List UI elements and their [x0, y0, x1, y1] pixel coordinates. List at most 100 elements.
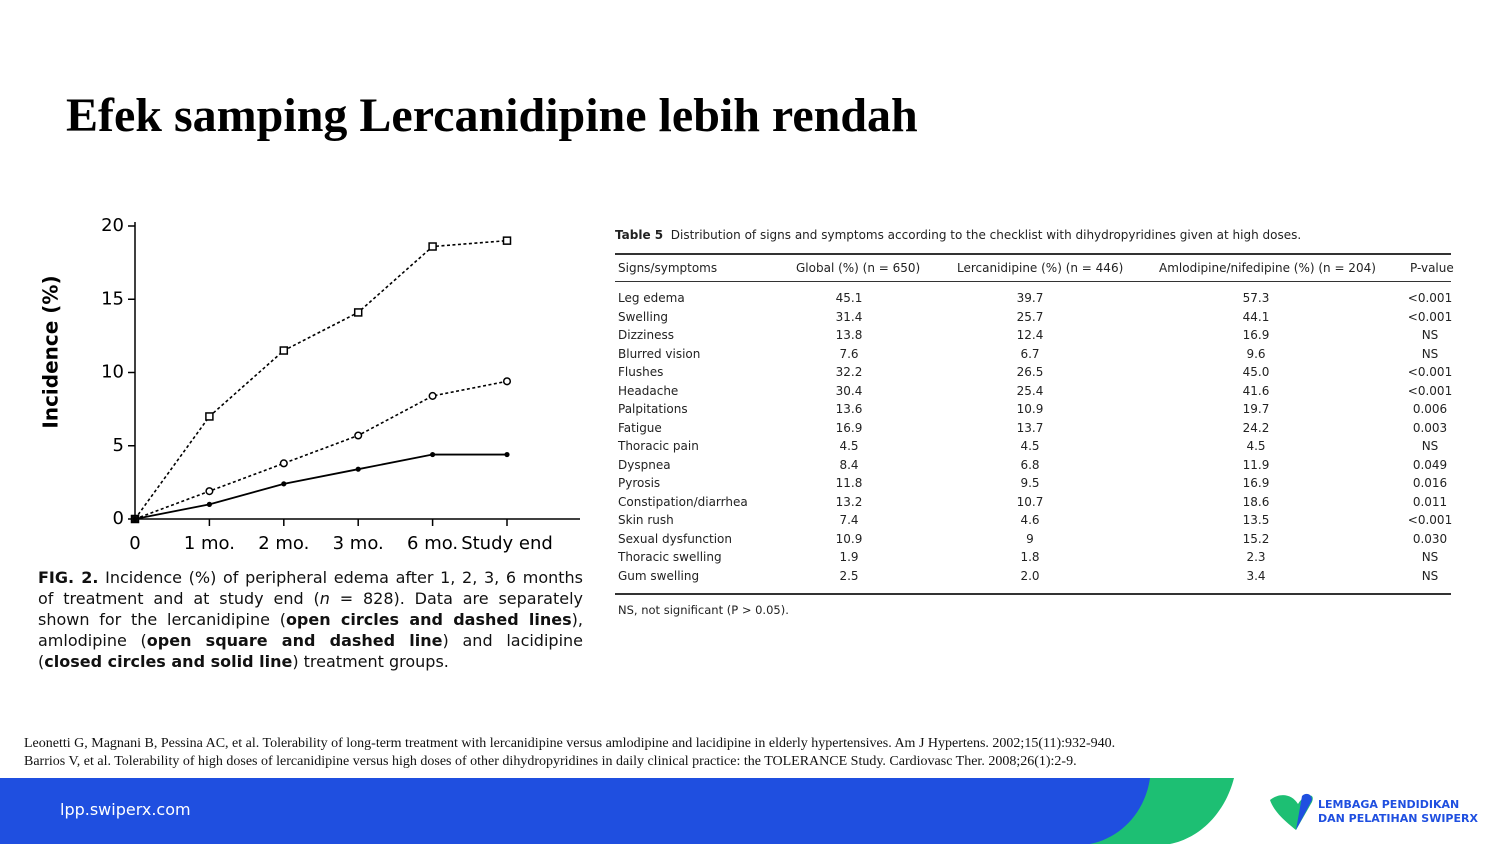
table-cell: 10.7 [1016, 494, 1044, 509]
table-header: Amlodipine/nifedipine (%) (n = 204) [1159, 261, 1376, 275]
marker [502, 377, 512, 386]
table-cell: 1.9 [839, 550, 859, 564]
marker [430, 451, 436, 458]
table-cell: 39.7 [1016, 291, 1044, 305]
table-cell: 4.5 [839, 439, 859, 453]
x-tick-label: 0 [129, 533, 140, 554]
table-cell: 8.4 [839, 457, 859, 472]
table-cell: 16.9 [1242, 476, 1270, 490]
table-cell: 13.8 [835, 328, 863, 342]
table-cell: 9 [1026, 531, 1034, 546]
marker [205, 487, 214, 496]
table-cell: <0.001 [1407, 365, 1453, 379]
y-tick-label: 5 [113, 435, 124, 456]
table-cell: 13.7 [1016, 420, 1044, 435]
series-line [134, 380, 508, 520]
table-cell: 0.006 [1412, 402, 1448, 416]
table-footnote: NS, not significant (P > 0.05). [618, 603, 789, 617]
table-cell: 4.6 [1020, 513, 1040, 527]
table-cell: 0.049 [1412, 457, 1448, 472]
series-line [134, 453, 507, 520]
table-cell: 2.3 [1246, 550, 1266, 564]
table-cell: Headache [618, 383, 679, 398]
table-cell: 13.5 [1242, 513, 1270, 527]
table-cell: Swelling [618, 309, 669, 324]
table-cell: 4.5 [1020, 439, 1040, 453]
y-axis-label: Incidence (%) [39, 275, 63, 428]
table-cell: 26.5 [1016, 365, 1044, 379]
rule [615, 281, 1451, 282]
footer-band [0, 778, 1313, 844]
logo-text: DAN PELATIHAN SWIPERX [1318, 812, 1478, 825]
table-cell: 7.4 [839, 513, 859, 527]
footer-bar [0, 778, 1150, 844]
x-tick-label: 6 mo. [407, 533, 458, 554]
footer-url: lpp.swiperx.com [60, 800, 191, 819]
table-cell: 41.6 [1242, 383, 1270, 398]
y-tick-label: 0 [113, 508, 124, 529]
table-header: Global (%) (n = 650) [796, 261, 921, 275]
table-cell: Thoracic swelling [618, 550, 722, 564]
table-cell: 16.9 [835, 420, 863, 435]
marker [502, 236, 512, 245]
marker [428, 391, 437, 400]
table-cell: NS [1421, 328, 1439, 342]
table-cell: 13.6 [835, 402, 863, 416]
x-tick-label: Study end [461, 533, 553, 554]
marker [132, 516, 138, 522]
table-header: Signs/symptoms [618, 261, 718, 275]
table-cell: 45.1 [835, 291, 863, 305]
table-cell: 6.8 [1020, 457, 1040, 472]
table-caption: Table 5 Distribution of signs and sympto… [615, 228, 1301, 242]
table-header: Lercanidipine (%) (n = 446) [957, 261, 1124, 275]
caption-part: Incidence (%) of peripheral edema after … [38, 568, 583, 608]
table-cell: 2.0 [1020, 568, 1040, 583]
table-cell: NS [1421, 568, 1439, 583]
table-cell: Leg edema [618, 291, 685, 305]
y-tick-label: 20 [101, 215, 124, 236]
table-cell: 30.4 [835, 383, 863, 398]
reference: Leonetti G, Magnani B, Pessina AC, et al… [24, 736, 1116, 751]
table: Table 5 Distribution of signs and sympto… [615, 226, 1454, 626]
chart: Incidence (%) 0 5 10 15 20 0 1 mo. 2 mo. 3 mo. 6 … [39, 215, 580, 554]
table-cell: 0.011 [1412, 494, 1448, 509]
table-caption-text: Distribution of signs and symptoms accor… [670, 228, 1302, 242]
table-cell: 45.0 [1242, 365, 1270, 379]
rule [615, 253, 1451, 255]
marker [281, 481, 287, 487]
table-cell: 25.4 [1016, 383, 1044, 398]
table-cell: 12.4 [1016, 328, 1044, 342]
caption-part: open circles and dashed lines [285, 610, 572, 629]
table-cell: Palpitations [618, 402, 688, 416]
table-header: P-value [1410, 261, 1454, 275]
marker [355, 466, 361, 472]
table-cell: 11.8 [835, 476, 863, 490]
table-cell: 4.5 [1246, 439, 1266, 453]
marker [279, 346, 289, 355]
table-cell: 10.9 [1016, 402, 1044, 416]
table-cell: 57.3 [1242, 291, 1270, 305]
table-cell: 18.6 [1242, 494, 1270, 509]
y-tick-label: 15 [101, 288, 124, 309]
table-cell: 31.4 [835, 309, 863, 324]
caption-part: n [319, 589, 330, 608]
table-cell: <0.001 [1407, 309, 1453, 324]
table-cell: <0.001 [1407, 291, 1453, 305]
reference: Barrios V, et al. Tolerability of high d… [24, 754, 1077, 769]
table-label: Table 5 [615, 228, 664, 242]
rule [615, 593, 1451, 595]
logo-icon [1296, 793, 1312, 830]
x-tick-label: 2 mo. [258, 533, 309, 554]
table-cell: 0.003 [1412, 420, 1448, 435]
table-cell: Flushes [618, 365, 664, 379]
table-cell: 25.7 [1016, 309, 1044, 324]
table-cell: 32.2 [835, 365, 863, 379]
table-cell: 9.6 [1246, 346, 1266, 361]
table-cell: 11.9 [1242, 457, 1270, 472]
slide-title: Efek samping Lercanidipine lebih rendah [66, 89, 918, 142]
figure-caption: FIG. 2. Incidence (%) of peripheral edem… [38, 567, 583, 672]
marker [353, 308, 363, 317]
table-cell: 2.5 [839, 568, 859, 583]
table-cell: Fatigue [618, 420, 662, 435]
